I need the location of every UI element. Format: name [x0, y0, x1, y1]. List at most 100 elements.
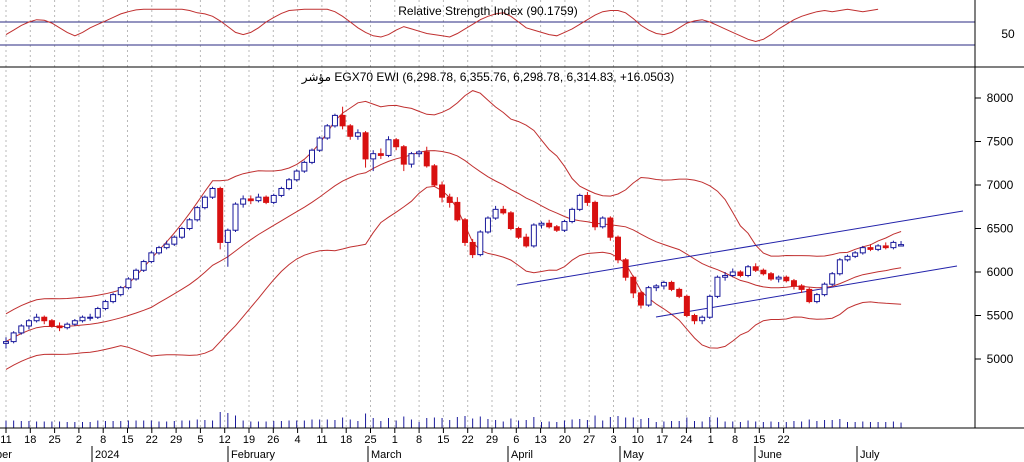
- month-label: June: [758, 449, 782, 461]
- candle-body: [331, 114, 338, 127]
- x-tick-label: 26: [267, 434, 279, 446]
- y-tick-label: 7500: [987, 135, 1014, 149]
- candle-body: [637, 292, 644, 306]
- price-axis-ticks: 5000 5500 6000 6500 7000 7500 8000: [975, 91, 1014, 366]
- candle-body: [622, 259, 629, 278]
- candle-body: [584, 194, 591, 203]
- candle-body: [615, 236, 621, 261]
- candle-body: [775, 276, 782, 280]
- candle-body: [553, 226, 560, 231]
- candle-body: [347, 125, 354, 137]
- candle-body: [25, 320, 32, 327]
- candle-body: [48, 320, 55, 327]
- candle-body: [446, 196, 453, 203]
- candle-body: [416, 151, 423, 155]
- candle-body: [714, 276, 721, 297]
- x-tick-label: 22: [462, 434, 474, 446]
- candle-body: [599, 217, 606, 228]
- bollinger-upper-band: [5, 90, 902, 315]
- candle-body: [33, 316, 40, 322]
- candle-body: [400, 146, 407, 165]
- candle-body: [783, 276, 790, 282]
- candle-body: [454, 201, 461, 221]
- candle-body: [882, 245, 889, 249]
- month-label: May: [623, 449, 644, 461]
- candle-body: [798, 285, 805, 290]
- candle-body: [209, 187, 216, 198]
- candle-body: [148, 252, 155, 263]
- candle-body: [71, 320, 78, 325]
- candle-body: [255, 196, 262, 202]
- candle-body: [890, 241, 897, 249]
- candle-body: [875, 245, 882, 250]
- candle-body: [87, 316, 94, 319]
- candle-body: [729, 271, 736, 276]
- candle-body: [3, 341, 9, 344]
- x-tick-label: 22: [777, 434, 789, 446]
- candle-body: [507, 212, 514, 229]
- candle-body: [186, 219, 193, 230]
- rsi-tick-50: 50: [1001, 27, 1015, 41]
- date-axis-ticks: 11 18 25 2 8 15 22 29 5 12 19 26 4 11 18 25 1 8 15 22 29 6 13 2…: [0, 428, 790, 446]
- month-label: ber: [0, 449, 12, 461]
- candle-body: [278, 187, 285, 196]
- candle-body: [263, 196, 270, 203]
- candle-body: [79, 316, 86, 322]
- candle-body: [339, 114, 346, 127]
- x-tick-label: 8: [732, 434, 738, 446]
- y-tick-label: 6500: [987, 222, 1014, 236]
- candle-body: [760, 269, 767, 275]
- candle-body: [836, 259, 843, 275]
- candle-body: [523, 236, 530, 247]
- y-tick-label: 5000: [987, 352, 1014, 366]
- month-label: April: [511, 449, 533, 461]
- candle-body: [546, 222, 553, 228]
- x-tick-label: 4: [295, 434, 301, 446]
- candle-body: [515, 228, 522, 238]
- candle-body: [645, 287, 652, 306]
- candle-body: [18, 325, 25, 334]
- candle-body: [576, 194, 583, 210]
- candle-body: [821, 283, 828, 296]
- grid-lines: [5, 0, 785, 428]
- x-tick-label: 18: [340, 434, 352, 446]
- candle-body: [844, 255, 851, 261]
- candle-body: [324, 125, 331, 139]
- candle-body: [370, 153, 377, 160]
- candle-body: [408, 153, 415, 165]
- candle-body: [790, 280, 797, 287]
- candle-body: [41, 316, 48, 322]
- candle-body: [301, 161, 308, 172]
- y-tick-label: 5500: [987, 309, 1014, 323]
- candle-body: [699, 316, 706, 322]
- candle-body: [354, 132, 361, 137]
- x-tick-label: 25: [364, 434, 376, 446]
- rsi-title: Relative Strength Index (90.1759): [398, 4, 577, 18]
- candle-body: [683, 295, 690, 316]
- x-tick-label: 2: [76, 434, 82, 446]
- x-tick-label: 15: [121, 434, 133, 446]
- candle-body: [171, 236, 178, 245]
- x-tick-label: 11: [316, 434, 327, 446]
- candle-body: [240, 198, 247, 205]
- candle-body: [117, 287, 124, 296]
- x-tick-label: 25: [48, 434, 60, 446]
- candle-body: [653, 285, 660, 289]
- candle-body: [867, 247, 874, 250]
- candle-body: [462, 219, 468, 243]
- candle-body: [706, 295, 713, 318]
- candle-body: [286, 179, 293, 189]
- candle-body: [94, 308, 101, 318]
- candle-body: [660, 281, 667, 287]
- x-tick-label: 6: [513, 434, 519, 446]
- candle-body: [102, 301, 109, 310]
- x-tick-label: 1: [708, 434, 714, 446]
- candle-body: [898, 244, 905, 247]
- candle-body: [538, 222, 545, 226]
- candle-body: [140, 261, 147, 271]
- x-tick-label: 5: [197, 434, 203, 446]
- month-label: 2024: [95, 449, 119, 461]
- candle-body: [316, 137, 323, 151]
- month-label: March: [371, 449, 402, 461]
- candle-body: [477, 231, 484, 256]
